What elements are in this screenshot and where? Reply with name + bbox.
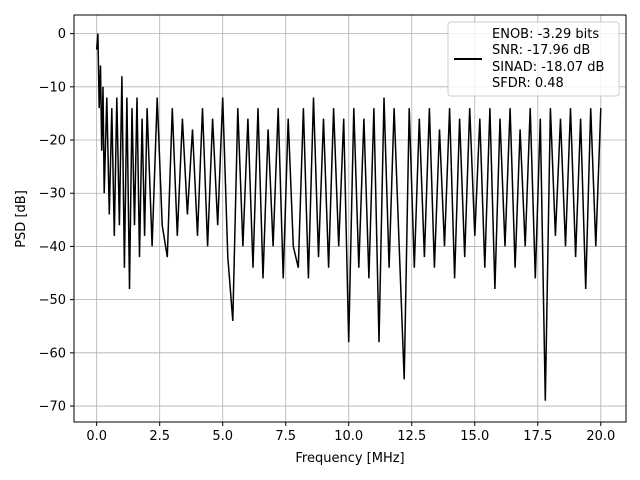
y-tick-label: −50 xyxy=(39,293,66,308)
x-tick-label: 2.5 xyxy=(149,429,170,444)
x-tick-label: 15.0 xyxy=(460,429,489,444)
legend-entry-sinad: SINAD: -18.07 dB xyxy=(492,60,604,75)
x-tick-label: 17.5 xyxy=(523,429,552,444)
x-tick-label: 7.5 xyxy=(275,429,296,444)
x-tick-label: 5.0 xyxy=(212,429,233,444)
plot-area-frame xyxy=(73,14,627,423)
y-tick-label: 0 xyxy=(58,27,66,42)
legend-box xyxy=(447,21,620,97)
x-tick-label: 0.0 xyxy=(86,429,107,444)
psd-series xyxy=(95,33,602,401)
y-tick-label: −60 xyxy=(39,346,66,361)
legend-entry-sfdr: SFDR: 0.48 xyxy=(492,76,564,91)
x-tick-label: 20.0 xyxy=(586,429,615,444)
y-tick-label: −40 xyxy=(39,240,66,255)
y-tick-label: −10 xyxy=(39,80,66,95)
y-tick-label: −30 xyxy=(39,187,66,202)
x-tick-label: 12.5 xyxy=(397,429,426,444)
x-axis-label: Frequency [MHz] xyxy=(295,451,404,466)
y-axis-ticks: 0 −10 −20 −30 −40 −50 −60 −70 xyxy=(39,27,74,415)
legend: ENOB: -3.29 bits SNR: -17.96 dB SINAD: -… xyxy=(447,21,620,97)
y-tick-label: −20 xyxy=(39,134,66,149)
legend-entry-enob: ENOB: -3.29 bits xyxy=(492,27,599,42)
psd-line xyxy=(95,33,602,401)
x-tick-label: 10.0 xyxy=(334,429,363,444)
legend-entry-snr: SNR: -17.96 dB xyxy=(492,43,590,58)
x-axis-ticks: 0.0 2.5 5.0 7.5 10.0 12.5 15.0 17.5 20.0 xyxy=(86,422,615,444)
y-tick-label: −70 xyxy=(39,400,66,415)
y-axis-label: PSD [dB] xyxy=(14,190,29,248)
